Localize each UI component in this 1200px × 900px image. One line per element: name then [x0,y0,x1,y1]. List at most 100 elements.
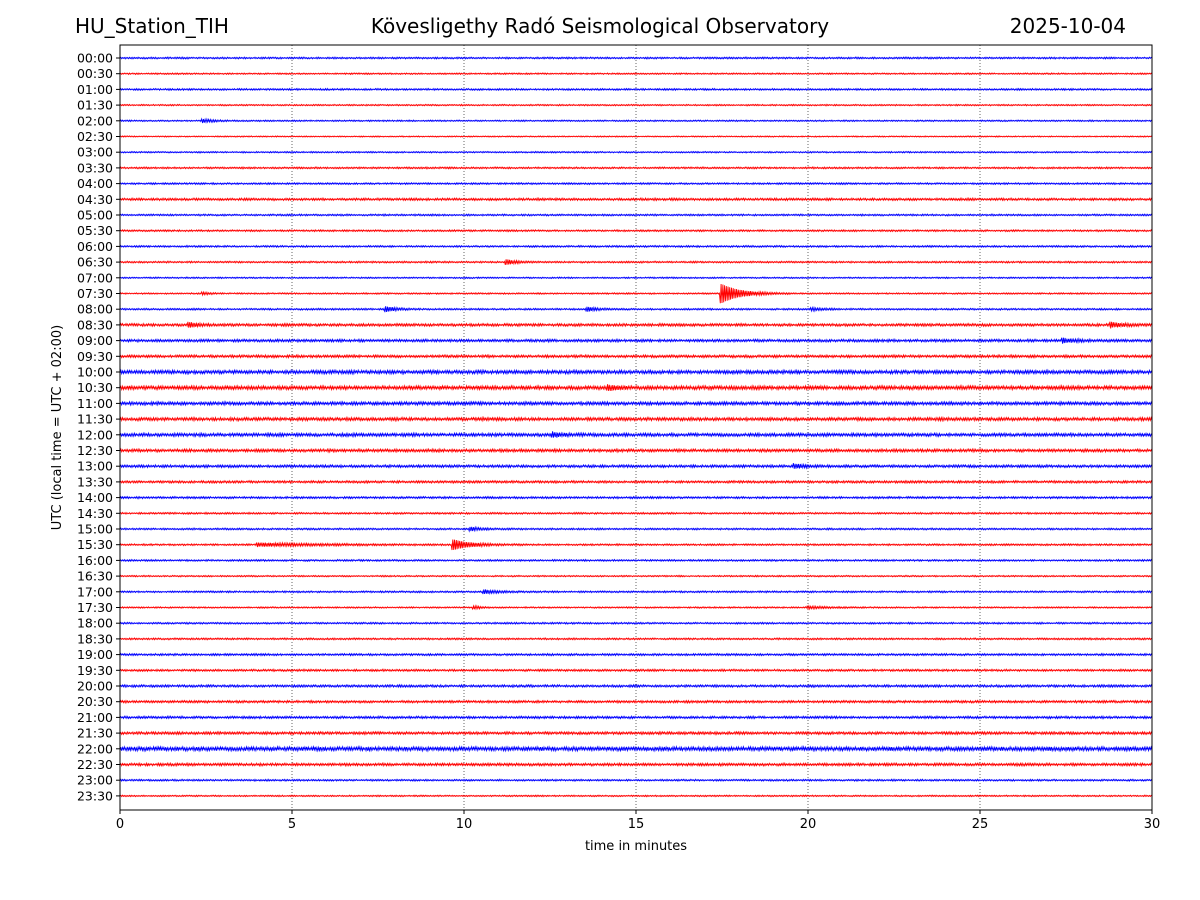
trace-0730 [119,283,1153,304]
y-tick-label: 22:30 [77,757,113,772]
trace-0100 [119,87,1153,92]
y-tick-label: 14:00 [77,490,113,505]
y-tick-label: 20:30 [77,694,113,709]
x-tick-label: 10 [456,817,473,832]
trace-1000 [119,368,1153,376]
x-axis: 0 5 10 15 20 25 30 [116,810,1160,832]
y-tick-label: 04:30 [77,192,113,207]
x-axis-label: time in minutes [585,839,687,854]
y-tick-label: 07:00 [77,270,113,285]
y-axis-label: UTC (local time = UTC + 02:00) [50,325,65,530]
trace-0200 [119,117,1153,124]
trace-1430 [119,511,1153,516]
y-tick-label: 12:00 [77,427,113,442]
trace-1830 [119,637,1153,641]
trace-0030 [119,72,1153,76]
trace-1500 [119,525,1153,533]
y-tick-label: 16:30 [77,569,113,584]
y-tick-label: 23:30 [77,788,113,803]
trace-0300 [119,150,1153,154]
y-tick-label: 11:00 [77,396,113,411]
x-tick-label: 25 [972,817,989,832]
trace-1400 [119,495,1153,500]
trace-2330 [119,794,1153,798]
y-tick-label: 03:00 [77,145,113,160]
y-tick-label: 18:30 [77,631,113,646]
y-tick-label: 01:30 [77,98,113,113]
y-tick-label: 01:00 [77,82,113,97]
trace-0230 [119,135,1153,138]
trace-0500 [119,213,1153,217]
x-tick-label: 15 [628,817,645,832]
trace-0630 [119,259,1153,266]
trace-2130 [119,730,1153,736]
y-tick-label: 08:30 [77,317,113,332]
trace-0900 [119,337,1153,345]
y-tick-label: 04:00 [77,176,113,191]
y-tick-label: 00:00 [77,51,113,66]
trace-0600 [119,244,1153,249]
x-tick-label: 30 [1144,817,1161,832]
trace-1800 [119,621,1153,626]
y-axis: 00:0000:3001:0001:3002:0002:3003:0003:30… [77,51,120,803]
trace-1130 [119,415,1153,423]
trace-0130 [119,103,1153,107]
y-tick-label: 06:30 [77,255,113,270]
trace-0700 [119,276,1153,280]
y-tick-label: 14:30 [77,506,113,521]
station-name: HU_Station_TIH [75,14,229,38]
y-tick-label: 07:30 [77,286,113,301]
trace-0930 [119,353,1153,360]
trace-1630 [119,574,1153,578]
y-tick-label: 06:00 [77,239,113,254]
trace-1100 [119,400,1153,407]
trace-2230 [119,761,1153,768]
trace-1700 [119,588,1153,596]
y-tick-label: 21:30 [77,726,113,741]
y-tick-label: 11:30 [77,412,113,427]
trace-2100 [119,714,1153,720]
y-tick-label: 19:30 [77,663,113,678]
y-tick-label: 15:00 [77,522,113,537]
y-tick-label: 05:30 [77,223,113,238]
y-tick-label: 09:00 [77,333,113,348]
trace-1330 [119,479,1153,485]
y-tick-label: 10:00 [77,365,113,380]
y-tick-label: 15:30 [77,537,113,552]
y-tick-label: 05:00 [77,208,113,223]
trace-1200 [119,431,1153,439]
y-tick-label: 13:00 [77,459,113,474]
y-tick-label: 03:30 [77,160,113,175]
y-tick-label: 00:30 [77,66,113,81]
y-tick-label: 19:00 [77,647,113,662]
y-tick-label: 02:00 [77,113,113,128]
y-tick-label: 08:00 [77,302,113,317]
y-tick-label: 13:30 [77,474,113,489]
trace-1600 [119,558,1153,563]
x-tick-label: 0 [116,817,124,832]
trace-1900 [119,652,1153,657]
trace-1030 [119,384,1153,392]
trace-0400 [119,181,1153,186]
y-tick-label: 12:30 [77,443,113,458]
trace-2300 [119,778,1153,783]
chart-title: Kövesligethy Radó Seismological Observat… [370,14,830,38]
trace-0800 [119,305,1153,313]
trace-2000 [119,683,1153,689]
x-tick-label: 20 [800,817,817,832]
trace-1930 [119,668,1153,673]
trace-0430 [119,196,1153,202]
trace-0830 [119,321,1153,329]
trace-group [119,56,1153,798]
y-tick-label: 22:00 [77,741,113,756]
y-tick-label: 10:30 [77,380,113,395]
trace-2200 [119,744,1153,753]
y-tick-label: 20:00 [77,679,113,694]
trace-1730 [119,604,1153,611]
y-tick-label: 17:30 [77,600,113,615]
y-tick-label: 21:00 [77,710,113,725]
grid-lines [291,45,981,810]
y-tick-label: 23:00 [77,773,113,788]
y-tick-label: 16:00 [77,553,113,568]
